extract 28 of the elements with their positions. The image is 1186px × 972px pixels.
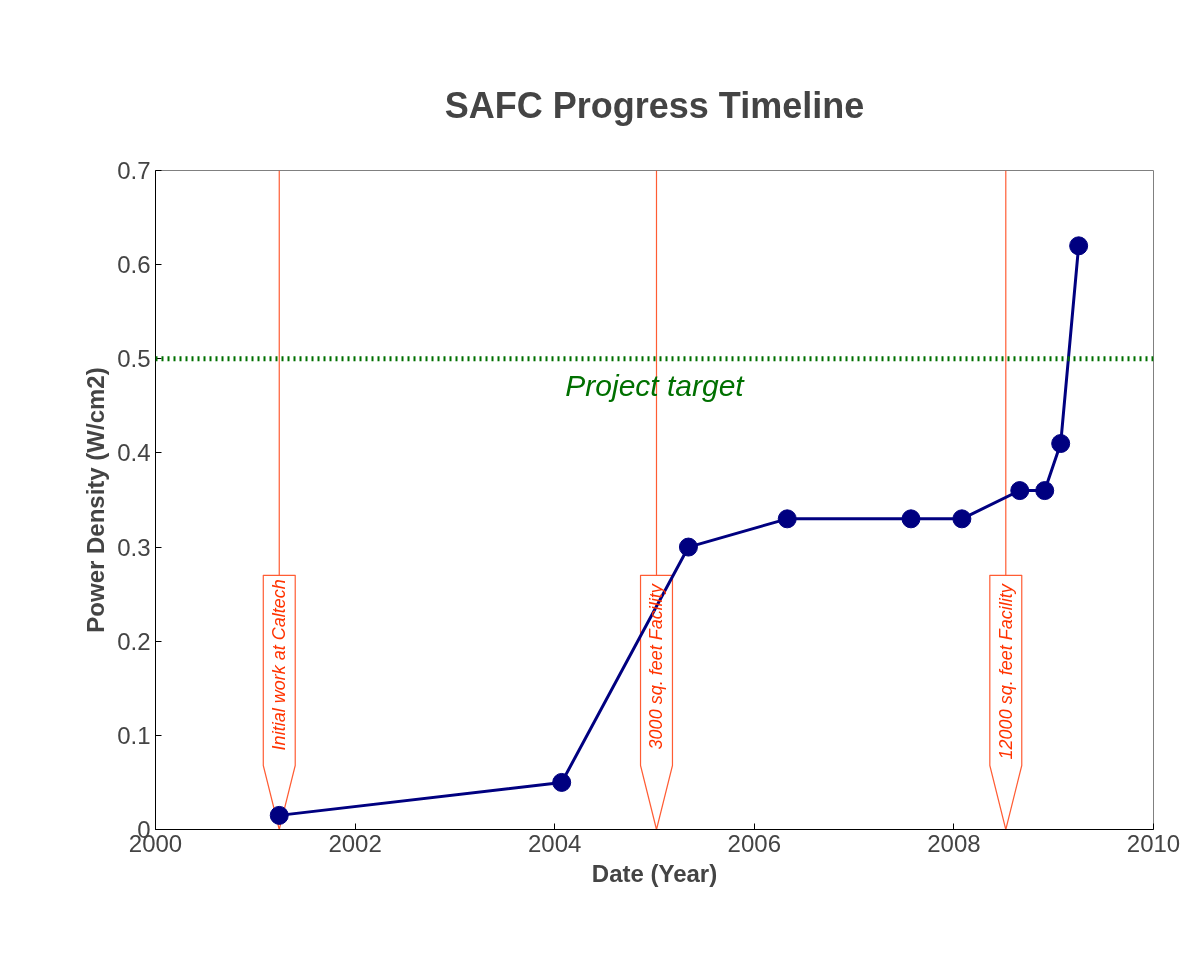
point	[269, 805, 289, 825]
y-tick-label: 0.1	[117, 721, 151, 749]
ref-line-label: 12000 sq. feet Facility	[995, 583, 1016, 760]
x-tick-label: 2010	[1126, 829, 1181, 857]
x-tick-label: 2004	[528, 829, 582, 857]
point	[1035, 481, 1055, 501]
y-tick-label: 0.5	[117, 345, 151, 373]
ref-line-label: Initial work at Caltech	[269, 579, 290, 751]
x-axis-title: Date (Year)	[591, 859, 718, 887]
point	[952, 509, 972, 529]
point	[777, 509, 797, 529]
y-tick-label: 0.6	[117, 251, 151, 279]
ref-line-label: 3000 sq. feet Facility	[646, 583, 667, 750]
point	[552, 772, 572, 792]
point	[901, 509, 921, 529]
point	[1051, 434, 1071, 453]
point	[1069, 236, 1089, 256]
point	[678, 537, 698, 557]
y-tick-label: 0.4	[117, 439, 151, 467]
y-tick-label: 0.7	[117, 157, 151, 184]
y-tick-label: 0.2	[117, 627, 151, 655]
x-tick-label: 2002	[328, 829, 382, 857]
x-tick-label: 2006	[727, 829, 781, 857]
point	[1010, 481, 1030, 501]
x-tick-label: 2008	[927, 829, 981, 857]
chart-title: SAFC Progress Timeline	[444, 84, 865, 126]
y-tick-label: 0.3	[117, 533, 151, 561]
y-axis-title: Power Density (W/cm2)	[82, 367, 110, 633]
